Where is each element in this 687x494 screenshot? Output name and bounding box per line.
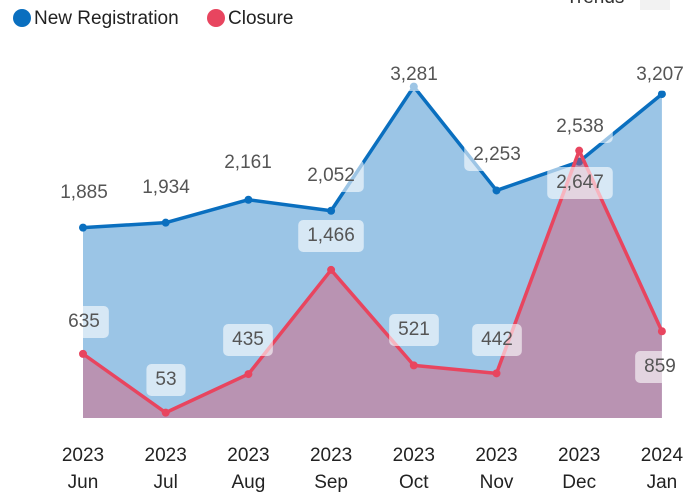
point <box>327 265 336 274</box>
point <box>79 349 87 358</box>
data-label-box <box>298 160 364 192</box>
point <box>657 90 666 99</box>
data-label-box <box>464 139 530 171</box>
x-tick-label: 2023 Aug <box>227 445 270 493</box>
data-label-group: 1,466 <box>298 220 364 252</box>
data-label: 53 <box>155 369 176 390</box>
data-label: 3,281 <box>390 64 438 85</box>
x-tick-label: 2023 Sep <box>309 445 353 493</box>
data-label-group: 521 <box>389 314 439 346</box>
point <box>492 369 501 378</box>
corner-image <box>640 0 670 10</box>
data-label-group: 2,253 <box>464 139 530 171</box>
data-label-box <box>472 324 522 356</box>
data-label: 3,207 <box>636 64 684 85</box>
x-tick-label: 2023 Jun <box>61 445 105 493</box>
data-label: 2,052 <box>307 165 355 186</box>
point <box>161 408 170 417</box>
point <box>244 195 253 204</box>
point <box>79 223 87 232</box>
point <box>575 146 584 155</box>
data-label-box <box>51 177 117 209</box>
data-label: 1,466 <box>307 225 355 246</box>
x-tick-label: 2023 Oct <box>392 445 435 493</box>
data-label: 521 <box>398 319 430 340</box>
data-label: 2,538 <box>556 116 604 137</box>
data-label-box <box>298 220 364 252</box>
data-label-group: 635 <box>59 306 109 338</box>
data-label-box <box>381 59 447 91</box>
x-tick-label: 2024 Jan <box>640 445 684 493</box>
data-label-box <box>59 306 109 338</box>
data-label: 435 <box>232 329 264 350</box>
data-label-group: 859 <box>635 351 685 383</box>
point <box>409 361 418 370</box>
data-label-group: 2,052 <box>298 160 364 192</box>
x-tick-label: 2023 Nov <box>475 445 518 493</box>
data-label: 2,253 <box>473 144 521 165</box>
legend-label: New Registration <box>34 8 179 29</box>
corner-label: Trends <box>566 0 624 8</box>
point <box>161 218 170 227</box>
data-label-box <box>215 147 281 179</box>
data-label-box <box>133 172 200 204</box>
legend-label: Closure <box>228 8 293 29</box>
x-tick-label: 2023 Jul <box>144 445 187 493</box>
data-label-group: 1,934 <box>133 172 200 204</box>
data-label: 1,934 <box>142 177 190 198</box>
data-label-group: 435 <box>223 324 273 356</box>
data-label-group: 2,647 <box>547 167 613 199</box>
point <box>657 327 666 336</box>
data-label-group: 442 <box>472 324 522 356</box>
data-label: 859 <box>644 356 676 377</box>
data-label: 1,885 <box>60 182 108 203</box>
data-label-box <box>627 59 687 91</box>
legend-swatch <box>13 9 31 27</box>
data-label-box <box>389 314 439 346</box>
point <box>492 186 501 195</box>
point <box>244 370 253 379</box>
data-label-group: 2,538 <box>547 111 613 143</box>
data-label-box <box>146 364 186 396</box>
data-label: 635 <box>68 311 100 332</box>
x-tick-label: 2023 Dec <box>558 445 601 493</box>
legend-swatch <box>207 9 225 27</box>
data-label-box <box>547 111 613 143</box>
data-label-group: 3,207 <box>627 59 687 91</box>
data-label-group: 2,161 <box>215 147 281 179</box>
data-label: 2,647 <box>556 172 604 193</box>
data-label-group: 53 <box>146 364 186 396</box>
data-label: 442 <box>481 329 513 350</box>
line <box>82 84 664 230</box>
data-label-box <box>547 167 613 199</box>
data-label-group: 1,885 <box>51 177 117 209</box>
data-label-box <box>223 324 273 356</box>
data-label-box <box>635 351 685 383</box>
point <box>327 206 336 215</box>
data-label: 2,161 <box>224 152 272 173</box>
data-label-group: 3,281 <box>381 59 447 91</box>
